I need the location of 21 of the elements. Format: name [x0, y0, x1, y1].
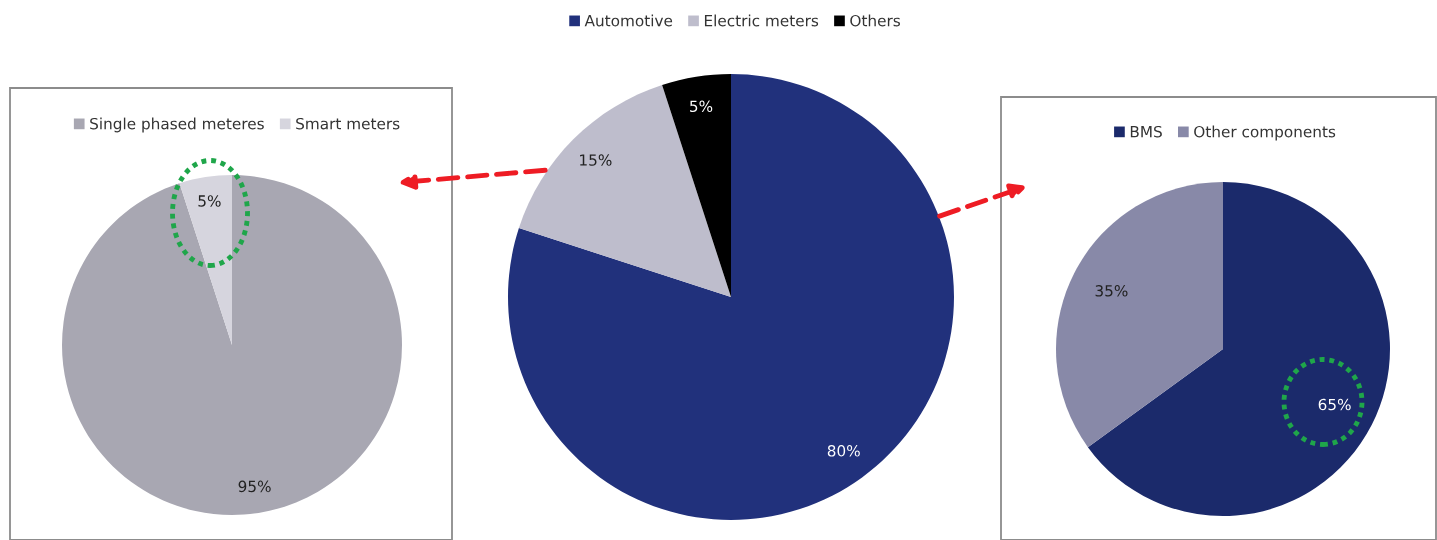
- pie-slice: [662, 74, 731, 297]
- legend-label: Other components: [1194, 125, 1336, 141]
- pie-slice: [1056, 182, 1223, 448]
- data-label: 95%: [238, 480, 271, 493]
- legend-label: Electric meters: [704, 14, 819, 27]
- data-label: 5%: [198, 195, 221, 207]
- data-label: 35%: [1095, 285, 1128, 297]
- legend-label: Single phased meteres: [90, 117, 264, 133]
- pie-slice: [62, 175, 402, 515]
- pie-slice: [1087, 182, 1390, 516]
- data-label: 15%: [580, 154, 612, 166]
- pie-slice: [518, 84, 731, 297]
- pie-slice: [508, 74, 954, 520]
- pie-slice: [179, 175, 232, 345]
- legend-label: Smart meters: [296, 117, 400, 130]
- data-label: 80%: [827, 445, 860, 457]
- legend-label: Others: [850, 14, 900, 27]
- data-label: 5%: [690, 100, 713, 113]
- legend-label: BMS: [1130, 125, 1162, 138]
- data-label: 65%: [1318, 398, 1351, 411]
- legend-label: Automotive: [584, 14, 673, 27]
